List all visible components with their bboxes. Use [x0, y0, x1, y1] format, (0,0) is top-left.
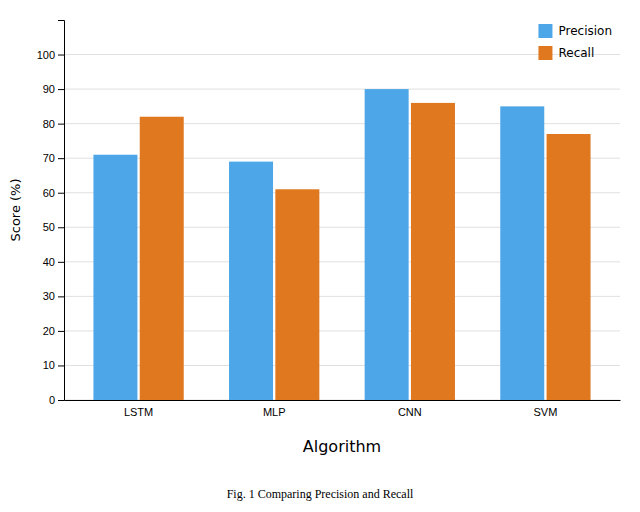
plot: 0 10 20 30 40 50 60 70 80 90 100 LSTM MLP CNN SVM Algor…: [8, 21, 621, 457]
y-tick-mark: [58, 227, 64, 228]
x-axis-title: Algorithm: [303, 437, 381, 456]
bar-series: [140, 103, 591, 400]
y-tick: 80: [43, 118, 64, 130]
bar: [229, 162, 273, 400]
legend-swatch: [538, 46, 552, 60]
chart: 0 10 20 30 40 50 60 70 80 90 100 LSTM MLP CNN SVM Algor…: [0, 0, 640, 512]
x-tick-label: CNN: [398, 406, 422, 418]
bar: [365, 89, 409, 400]
x-tick-label: SVM: [533, 406, 557, 418]
y-tick-mark: [58, 365, 64, 366]
y-tick-label: 40: [43, 256, 55, 268]
bar: [411, 103, 455, 400]
x-axis: LSTM MLP CNN SVM: [65, 401, 621, 418]
y-tick-label: 30: [43, 290, 55, 302]
y-tick-label: 20: [43, 325, 55, 337]
y-tick-label: 80: [43, 118, 55, 130]
y-tick: 0: [49, 394, 64, 406]
bars: [93, 89, 590, 400]
y-tick: 70: [43, 152, 64, 164]
caption: Fig. 1 Comparing Precision and Recall: [227, 487, 414, 501]
y-tick-label: 90: [43, 83, 55, 95]
legend-swatch: [538, 24, 552, 38]
y-tick-mark: [58, 55, 64, 56]
y-tick: 10: [43, 359, 64, 371]
y-tick: 40: [43, 256, 64, 268]
legend-item: Recall: [538, 46, 594, 60]
legend: Precision Recall: [538, 24, 612, 60]
legend-item: Precision: [538, 24, 612, 38]
grid-line: [64, 54, 620, 55]
y-axis-line: [58, 21, 65, 401]
legend-label: Precision: [558, 24, 612, 38]
y-tick-mark: [58, 262, 64, 263]
y-tick-mark: [58, 400, 64, 401]
bar: [547, 134, 591, 400]
y-tick-mark: [58, 89, 64, 90]
bar: [500, 106, 544, 400]
x-tick: SVM: [533, 406, 557, 418]
x-tick-label: LSTM: [124, 406, 153, 418]
y-tick-label: 100: [37, 49, 55, 61]
bar: [140, 117, 184, 400]
y-tick-label: 10: [43, 359, 55, 371]
y-tick-label: 50: [43, 221, 55, 233]
y-tick-mark: [58, 193, 64, 194]
y-axis-title: Score (%): [8, 178, 23, 241]
bar-series: [93, 89, 544, 400]
y-tick: 50: [43, 221, 64, 233]
y-tick: 100: [37, 49, 64, 61]
legend-label: Recall: [558, 46, 594, 60]
grid-line: [64, 89, 620, 90]
y-tick-mark: [58, 158, 64, 159]
y-tick-label: 70: [43, 152, 55, 164]
x-tick: MLP: [263, 406, 286, 418]
y-axis: 0 10 20 30 40 50 60 70 80 90 100: [37, 21, 65, 407]
y-tick-mark: [58, 331, 64, 332]
x-tick: LSTM: [124, 406, 153, 418]
bar: [275, 189, 319, 400]
x-axis-line: [65, 400, 621, 401]
y-tick: 30: [43, 290, 64, 302]
y-tick-mark: [58, 296, 64, 297]
y-tick: 60: [43, 187, 64, 199]
y-tick-mark: [58, 124, 64, 125]
y-tick: 90: [43, 83, 64, 95]
x-tick-label: MLP: [263, 406, 286, 418]
bar: [93, 155, 137, 400]
y-tick: 20: [43, 325, 64, 337]
grid: [64, 55, 620, 400]
y-tick-label: 0: [49, 394, 55, 406]
x-tick: CNN: [398, 406, 422, 418]
y-tick-label: 60: [43, 187, 55, 199]
